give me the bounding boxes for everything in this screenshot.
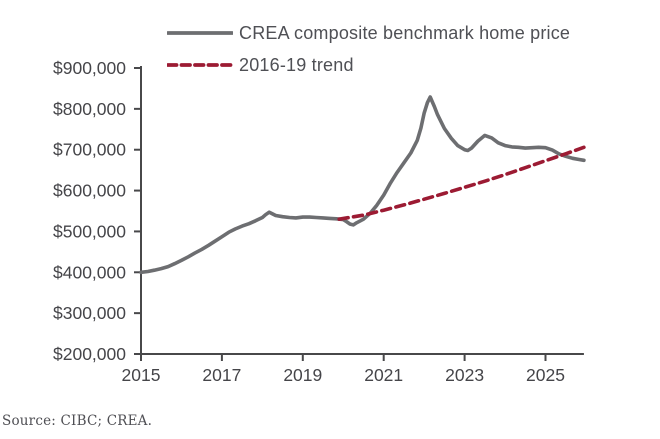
y-tick-label: $500,000 <box>53 221 126 241</box>
x-tick-label: 2015 <box>122 365 161 385</box>
y-tick-label: $300,000 <box>53 303 126 323</box>
dashed-line-swatch-icon <box>167 63 233 67</box>
crea-price-line <box>139 95 586 275</box>
y-tick-label: $800,000 <box>53 99 126 119</box>
x-tick-label: 2017 <box>202 365 241 385</box>
trend-line <box>337 145 586 221</box>
legend-label-crea: CREA composite benchmark home price <box>239 22 571 43</box>
y-tick-label: $900,000 <box>53 58 126 78</box>
y-tick-label: $600,000 <box>53 181 126 201</box>
legend-item-crea: CREA composite benchmark home price <box>167 17 570 49</box>
x-tick-label: 2019 <box>283 365 322 385</box>
chart-legend: CREA composite benchmark home price 2016… <box>167 17 570 81</box>
y-tick-label: $200,000 <box>53 344 126 364</box>
y-tick-label: $400,000 <box>53 262 126 282</box>
legend-item-trend: 2016-19 trend <box>167 49 570 81</box>
y-tick-label: $700,000 <box>53 140 126 160</box>
legend-label-trend: 2016-19 trend <box>239 54 354 75</box>
x-tick-label: 2023 <box>445 365 484 385</box>
source-note: Source: CIBC; CREA. <box>2 413 153 429</box>
x-tick-label: 2021 <box>364 365 403 385</box>
solid-line-swatch-icon <box>167 31 233 35</box>
x-tick-label: 2025 <box>526 365 565 385</box>
